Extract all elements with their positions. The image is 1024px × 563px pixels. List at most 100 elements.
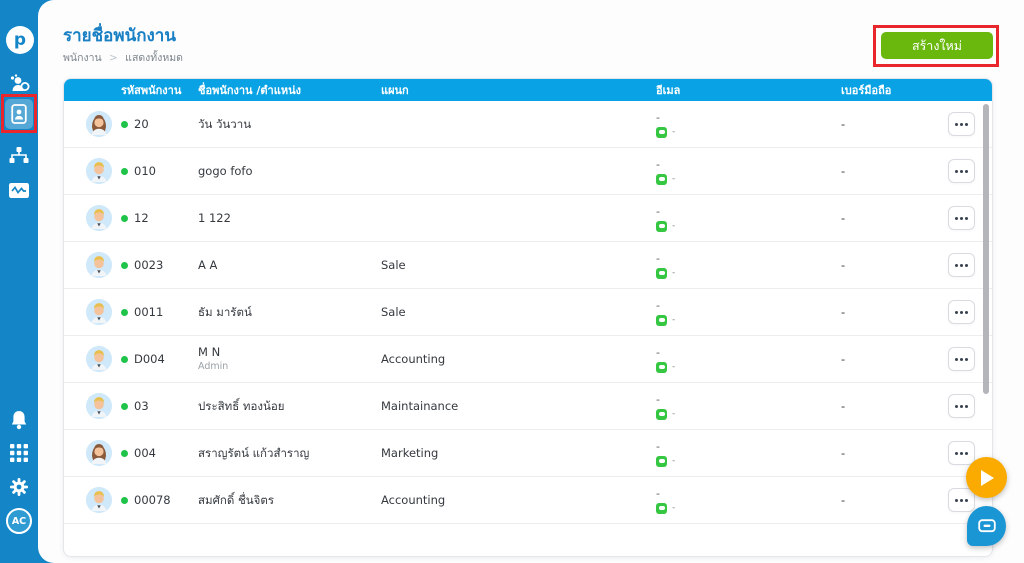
table-row: 0011 ธัม มารัตน์ Sale - - - — [64, 289, 992, 336]
email-value: - — [656, 157, 660, 171]
row-actions-button[interactable] — [948, 253, 975, 277]
mobile-cell: - — [841, 117, 846, 131]
status-dot — [121, 355, 128, 363]
row-actions-button[interactable] — [948, 112, 975, 136]
line-icon — [656, 126, 667, 138]
app-logo[interactable]: p — [6, 26, 34, 54]
employee-name: ประสิทธิ์ ทองน้อย — [198, 398, 285, 413]
employee-code: 0011 — [134, 305, 164, 319]
sidebar-item-apps[interactable] — [0, 443, 38, 463]
breadcrumb-item-employees[interactable]: พนักงาน — [63, 52, 102, 64]
email-value: - — [656, 110, 660, 124]
employee-name-cell: วัน วันวาน — [198, 109, 381, 140]
employee-code-cell: 03 — [121, 399, 198, 413]
line-contact-value: - — [672, 221, 676, 231]
table-row: 03 ประสิทธิ์ ทองน้อย Maintainance - - - — [64, 383, 992, 430]
table-row: 004 สราญรัตน์ แก้วสำราญ Marketing - - - — [64, 430, 992, 477]
email-cell: - - — [656, 205, 841, 232]
email-cell: - - — [656, 158, 841, 185]
line-contact-value: - — [672, 409, 676, 419]
male-avatar-icon — [86, 252, 112, 278]
employee-code: D004 — [134, 352, 165, 366]
status-dot — [121, 167, 128, 175]
page-title: รายชื่อพนักงาน — [63, 26, 176, 46]
actions-cell — [931, 206, 992, 230]
actions-cell — [931, 488, 992, 512]
employee-name-cell: M N Admin — [198, 337, 381, 381]
row-actions-button[interactable] — [948, 347, 975, 371]
email-cell: - - — [656, 487, 841, 514]
breadcrumb-item-show-all: แสดงทั้งหมด — [125, 52, 184, 64]
row-actions-button[interactable] — [948, 488, 975, 512]
male-avatar-icon — [86, 487, 112, 513]
avatar-cell — [64, 158, 121, 184]
avatar-cell — [64, 440, 121, 466]
employee-name-cell: สมศักดิ์ ชื่นจิตร — [198, 485, 381, 516]
row-actions-button[interactable] — [948, 441, 975, 465]
employee-code-cell: 0011 — [121, 305, 198, 319]
department-cell: Accounting — [381, 352, 446, 366]
department-cell: Maintainance — [381, 399, 459, 413]
row-actions-button[interactable] — [948, 394, 975, 418]
sidebar-item-people-search[interactable] — [0, 71, 38, 95]
sidebar-item-employees[interactable] — [0, 101, 38, 127]
play-icon — [980, 469, 994, 486]
avatar-cell — [64, 393, 121, 419]
email-value: - — [656, 392, 660, 406]
table-row: 20 วัน วันวาน - - - — [64, 101, 992, 148]
avatar-cell — [64, 299, 121, 325]
line-icon — [656, 502, 667, 514]
department-cell: Sale — [381, 258, 406, 272]
table-row: 12 1 122 - - - — [64, 195, 992, 242]
tutorial-play-button[interactable] — [966, 457, 1007, 498]
line-icon — [656, 361, 667, 373]
avatar — [86, 393, 112, 419]
mobile-cell: - — [841, 258, 846, 272]
account-avatar[interactable]: AC — [6, 508, 32, 534]
sidebar-item-reports[interactable] — [0, 181, 38, 201]
table-row: 010 gogo fofo - - - — [64, 148, 992, 195]
report-monitor-icon — [9, 183, 29, 198]
male-avatar-icon — [86, 346, 112, 372]
avatar — [86, 111, 112, 137]
employee-name: M N — [198, 345, 221, 359]
employee-name: A A — [198, 257, 218, 272]
create-new-button[interactable]: สร้างใหม่ — [881, 32, 993, 59]
line-contact-row: - — [656, 267, 841, 279]
actions-cell — [931, 112, 992, 136]
col-header-mobile: เบอร์มือถือ — [841, 84, 892, 97]
employee-subtitle: Admin — [198, 361, 229, 372]
sidebar-item-settings[interactable] — [0, 476, 38, 497]
avatar — [86, 158, 112, 184]
line-contact-value: - — [672, 174, 676, 184]
row-actions-button[interactable] — [948, 159, 975, 183]
email-value: - — [656, 486, 660, 500]
line-contact-row: - — [656, 314, 841, 326]
row-actions-button[interactable] — [948, 300, 975, 324]
sidebar-item-notifications[interactable] — [0, 408, 38, 431]
employee-code-cell: 20 — [121, 117, 198, 131]
col-header-department: แผนก — [381, 84, 409, 97]
line-contact-row: - — [656, 126, 841, 138]
actions-cell — [931, 159, 992, 183]
breadcrumb-separator: > — [109, 52, 118, 64]
table-scrollbar[interactable] — [983, 104, 989, 394]
employee-name-cell: ประสิทธิ์ ทองน้อย — [198, 391, 381, 422]
chat-support-button[interactable] — [967, 506, 1006, 546]
col-header-email: อีเมล — [656, 84, 681, 97]
employee-name-cell: สราญรัตน์ แก้วสำราญ — [198, 438, 381, 469]
line-icon — [656, 267, 667, 279]
row-actions-button[interactable] — [948, 206, 975, 230]
employee-name-cell: A A — [198, 250, 381, 281]
mobile-cell: - — [841, 352, 846, 366]
employee-code-cell: 12 — [121, 211, 198, 225]
employee-name: วัน วันวาน — [198, 116, 252, 131]
email-cell: - - — [656, 299, 841, 326]
email-cell: - - — [656, 440, 841, 467]
male-avatar-icon — [86, 158, 112, 184]
department-cell: Accounting — [381, 493, 446, 507]
line-icon — [656, 455, 667, 467]
sidebar-item-org-chart[interactable] — [0, 145, 38, 167]
main-panel: รายชื่อพนักงาน พนักงาน > แสดงทั้งหมด สร้… — [38, 0, 1024, 563]
